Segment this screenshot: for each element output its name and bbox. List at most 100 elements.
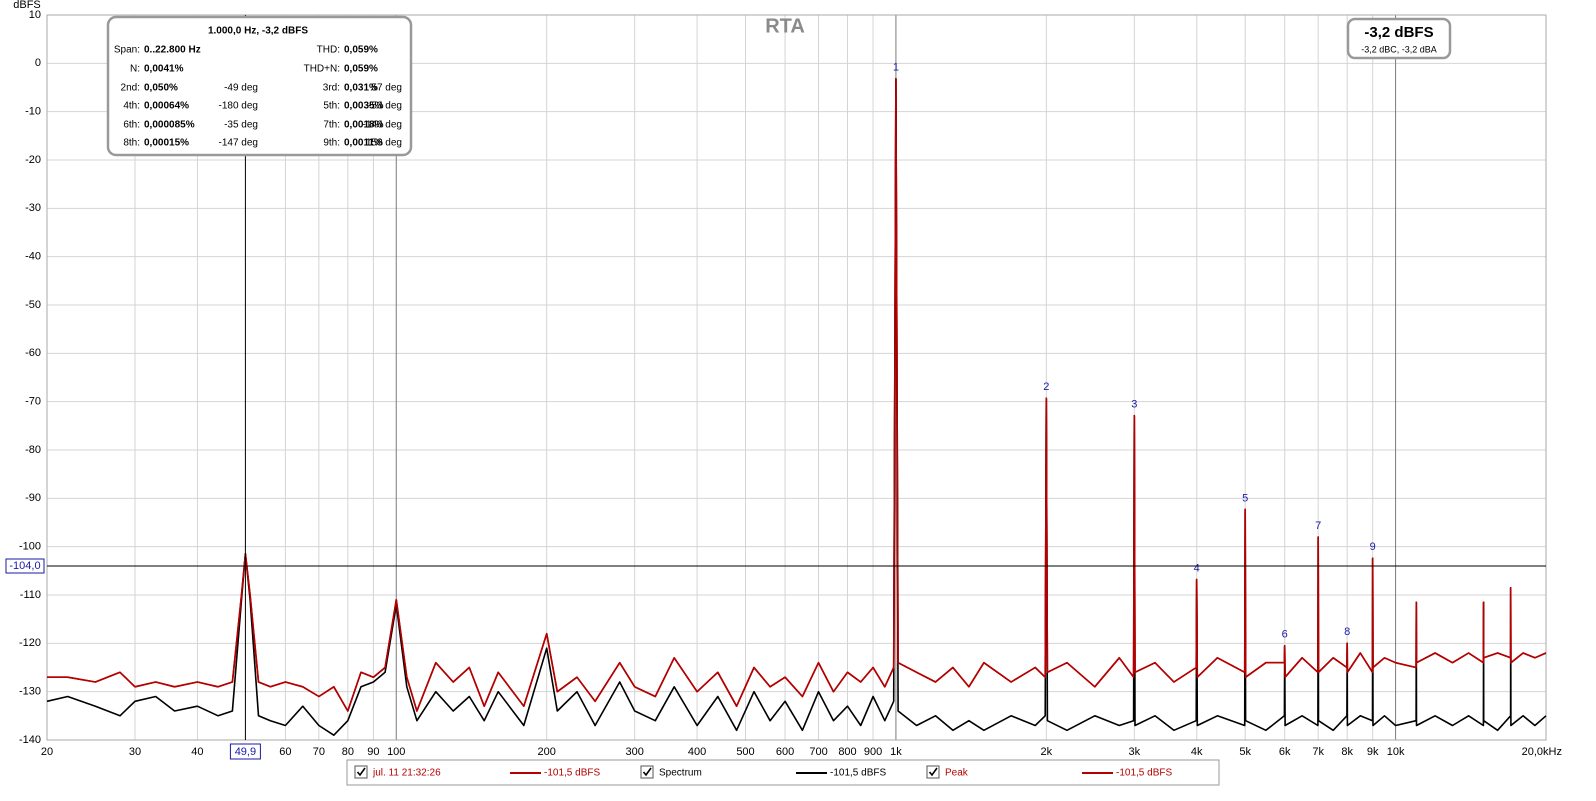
info-box-cell: 7th:	[323, 120, 340, 131]
info-box-cell: 0,00015%	[144, 138, 189, 149]
harmonic-label: 8	[1344, 626, 1350, 638]
checkbox-box[interactable]	[926, 765, 940, 779]
checkbox-box[interactable]	[354, 765, 368, 779]
info-box-cell: 3rd:	[323, 83, 340, 94]
legend-name: jul. 11 21:32:26	[372, 768, 441, 779]
y-tick-label: -10	[25, 106, 41, 118]
x-tick-label: 9k	[1367, 746, 1379, 758]
x-tick-label: 600	[776, 746, 794, 758]
checkbox-check[interactable]	[356, 767, 366, 777]
grid: 100-10-20-30-40-50-60-70-80-90-100-110-1…	[19, 9, 1562, 758]
plot-frame	[46, 14, 1547, 741]
info-box-title: 1.000,0 Hz, -3,2 dBFS	[208, 26, 308, 37]
checkbox-check[interactable]	[642, 767, 652, 777]
checkbox-box[interactable]	[640, 765, 654, 779]
harmonic-label: 7	[1315, 520, 1321, 532]
y-tick-label: -140	[19, 734, 41, 746]
y-tick-label: 10	[29, 9, 41, 21]
info-box-cell: 8th:	[123, 138, 140, 149]
info-box: 1.000,0 Hz, -3,2 dBFS Span: 0..22.800 Hz TH…	[106, 15, 413, 157]
chart-title: RTA	[765, 15, 805, 37]
y-tick-label: -120	[19, 637, 41, 649]
legend-value: -101,5 dBFS	[1116, 768, 1172, 779]
info-box-cell: 2nd:	[121, 83, 140, 94]
harmonic-label: 2	[1043, 381, 1049, 393]
harmonic-label: 9	[1370, 541, 1376, 553]
y-tick-label: 0	[35, 57, 41, 69]
info-box-frame	[106, 15, 413, 157]
harmonic-label: 4	[1194, 562, 1200, 574]
x-tick-label: 3k	[1129, 746, 1141, 758]
cursor-x-box	[229, 743, 261, 760]
info-box-cell: 0,00064%	[144, 101, 189, 112]
info-box-cell: 57 deg	[371, 83, 402, 94]
info-box-cell: 0,031%	[344, 83, 378, 94]
x-tick-label: 500	[736, 746, 754, 758]
x-tick-label: 60	[279, 746, 291, 758]
cursor-x-label: 49,9	[235, 746, 256, 758]
x-tick-label: 1k	[890, 746, 902, 758]
x-tick-label: 90	[367, 746, 379, 758]
info-box-cell: -180 deg	[219, 101, 258, 112]
y-tick-label: -70	[25, 396, 41, 408]
info-box-cell: 0..22.800 Hz	[144, 45, 201, 56]
y-tick-label: -40	[25, 251, 41, 263]
y-tick-label: -80	[25, 444, 41, 456]
level-box-frame	[1346, 17, 1452, 60]
harmonic-label: 1	[893, 62, 899, 74]
level-sub: -3,2 dBC, -3,2 dBA	[1361, 44, 1437, 54]
x-tick-label: 7k	[1312, 746, 1324, 758]
x-tick-label: 40	[191, 746, 203, 758]
x-tick-label: 300	[625, 746, 643, 758]
info-box-cell: THD:	[317, 45, 340, 56]
x-tick-label: 8k	[1341, 746, 1353, 758]
info-box-cell: 4th:	[123, 101, 140, 112]
info-box-cell: 158 deg	[366, 138, 402, 149]
x-tick-label: 2k	[1041, 746, 1053, 758]
harmonic-label: 5	[1242, 492, 1248, 504]
legend-name: Peak	[945, 768, 969, 779]
plot	[46, 78, 1547, 736]
harmonic-label: 6	[1282, 629, 1288, 641]
y-axis-label: dBFS	[13, 0, 41, 11]
info-box-cell: THD+N:	[304, 64, 340, 75]
level-main: -3,2 dBFS	[1364, 24, 1433, 41]
legend-checkbox[interactable]	[926, 765, 940, 779]
info-box-cell: -49 deg	[224, 83, 258, 94]
x-tick-label: 900	[864, 746, 882, 758]
legend-value: -101,5 dBFS	[544, 768, 600, 779]
legend-checkbox[interactable]	[354, 765, 368, 779]
x-tick-label: 400	[688, 746, 706, 758]
harmonic-label: 3	[1131, 399, 1137, 411]
info-box-cell: 5th:	[323, 101, 340, 112]
info-box-cell: 0,000085%	[144, 120, 195, 131]
info-box-cell: 6th:	[123, 120, 140, 131]
info-box-cell: -53 deg	[368, 101, 402, 112]
y-tick-label: -90	[25, 492, 41, 504]
overlay: 1 2 3 4 5 6 7 8 9 49,9 -104,0 1.000,0 Hz, -3,2 dBFS…	[5, 15, 1546, 786]
info-box-cell: 9th:	[323, 138, 340, 149]
legend-name: Spectrum	[659, 768, 702, 779]
info-box-cell: 0,050%	[144, 83, 178, 94]
y-tick-label: -110	[20, 589, 41, 601]
info-box-cell: -147 deg	[219, 138, 258, 149]
info-box-cell: N:	[130, 64, 140, 75]
x-tick-label: 80	[342, 746, 354, 758]
x-tick-label: 5k	[1239, 746, 1251, 758]
cursor-y-box	[5, 558, 45, 574]
info-box-cell: -35 deg	[224, 120, 258, 131]
legend-value: -101,5 dBFS	[830, 768, 886, 779]
x-tick-label: 10k	[1387, 746, 1405, 758]
info-box-cell: Span:	[114, 45, 140, 56]
x-tick-label: 6k	[1279, 746, 1291, 758]
legend-frame	[346, 759, 1220, 786]
y-tick-label: -100	[19, 541, 41, 553]
cursor-y-label: -104,0	[9, 560, 40, 572]
x-tick-label: 30	[129, 746, 141, 758]
info-box-cell: 0,059%	[344, 45, 378, 56]
checkbox-check[interactable]	[928, 767, 938, 777]
legend-checkbox[interactable]	[640, 765, 654, 779]
info-box-cell: -140 deg	[363, 120, 402, 131]
